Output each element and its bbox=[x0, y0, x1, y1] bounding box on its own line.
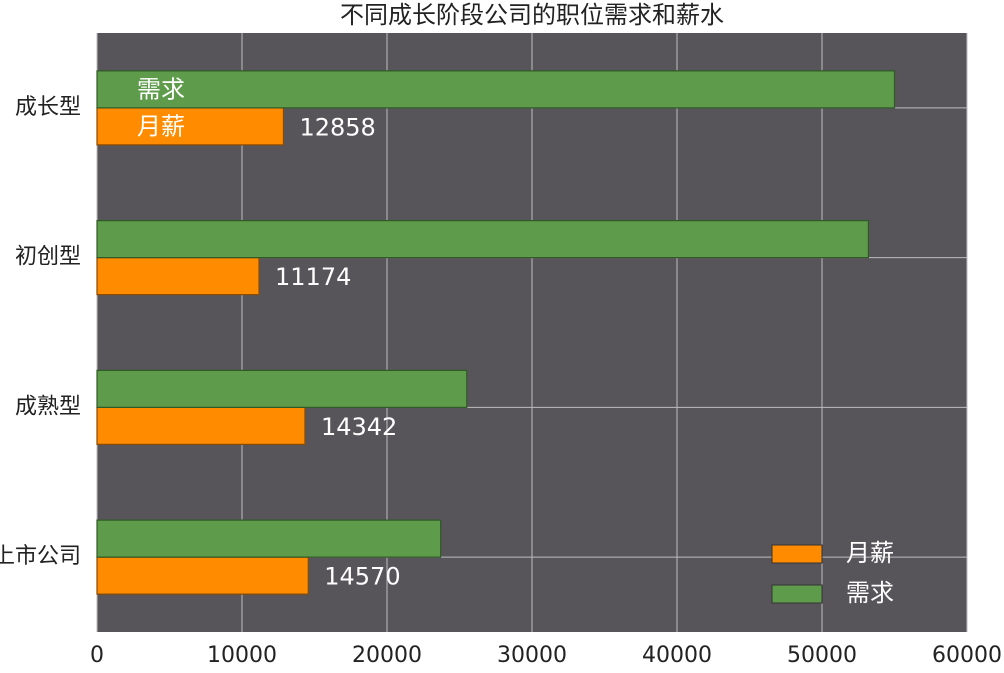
y-tick-label: 上市公司 bbox=[0, 544, 81, 569]
bar bbox=[96, 369, 468, 408]
y-tick-label: 成熟型 bbox=[15, 394, 81, 419]
x-tick-label: 60000 bbox=[932, 643, 1002, 668]
data-label: 11174 bbox=[275, 263, 351, 291]
data-label: 14342 bbox=[321, 413, 397, 441]
bar-annotation: 需求 bbox=[137, 75, 185, 103]
legend-swatch bbox=[771, 544, 823, 564]
bar bbox=[96, 257, 260, 296]
legend-swatch bbox=[771, 584, 823, 604]
bar bbox=[96, 519, 442, 558]
bar bbox=[96, 70, 896, 109]
y-tick-label: 成长型 bbox=[15, 95, 81, 120]
x-tick-label: 0 bbox=[90, 643, 104, 668]
bar bbox=[96, 107, 285, 146]
x-tick-label: 50000 bbox=[787, 643, 857, 668]
data-label: 12858 bbox=[299, 113, 375, 141]
bar bbox=[96, 556, 309, 595]
legend-label: 月薪 bbox=[846, 539, 894, 567]
bar bbox=[96, 220, 870, 259]
x-tick-label: 20000 bbox=[352, 643, 422, 668]
x-tick-label: 10000 bbox=[207, 643, 277, 668]
legend-label: 需求 bbox=[846, 579, 894, 607]
x-tick-label: 40000 bbox=[642, 643, 712, 668]
x-tick-label: 30000 bbox=[497, 643, 567, 668]
data-label: 14570 bbox=[324, 563, 400, 591]
bar-annotation: 月薪 bbox=[137, 112, 185, 140]
y-tick-label: 初创型 bbox=[15, 245, 81, 270]
chart-title: 不同成长阶段公司的职位需求和薪水 bbox=[340, 1, 724, 29]
bar bbox=[96, 406, 306, 445]
